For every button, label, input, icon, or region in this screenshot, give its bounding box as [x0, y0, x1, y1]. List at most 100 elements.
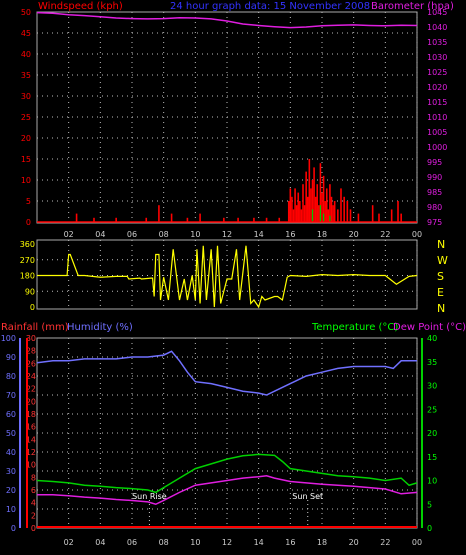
wind-direction-line [37, 245, 418, 309]
windspeed-label: Windspeed (kph) [38, 1, 123, 12]
rainfall-tick-label: 18 [26, 410, 36, 419]
rainfall-tick-label: 2 [31, 511, 36, 520]
windspeed-tick-label: 20 [21, 134, 31, 143]
barometer-line [36, 11, 418, 29]
rainfall-tick-label: 4 [31, 499, 36, 508]
barometer-tick-label: 1030 [427, 53, 447, 62]
x-tick-label: 20 [349, 538, 359, 547]
x-tick-label: 20 [349, 230, 359, 239]
windspeed-tick-label: 15 [21, 155, 31, 164]
sun-marker-label: Sun Rise [132, 492, 167, 501]
temperature-line [36, 453, 418, 494]
windspeed-tick-label: 50 [21, 8, 31, 17]
humidity-tick-label: 80 [6, 372, 16, 381]
humidity-line [36, 350, 417, 396]
windspeed-tick-label: 45 [21, 29, 31, 38]
x-tick-label: 06 [127, 230, 137, 239]
barometer-tick-label: 980 [427, 203, 442, 212]
humidity-tick-label: 20 [6, 486, 16, 495]
x-tick-label: 16 [285, 538, 295, 547]
barometer-tick-label: 1010 [427, 113, 447, 122]
windspeed-tick-label: 35 [21, 71, 31, 80]
direction-tick-label: 90 [25, 287, 35, 296]
windspeed-bars [75, 159, 402, 222]
rainfall-tick-label: 16 [26, 423, 36, 432]
direction-tick-label: 180 [20, 272, 35, 281]
direction-tick-label: 360 [20, 240, 35, 249]
x-tick-label: 08 [159, 230, 169, 239]
barometer-tick-label: 1045 [427, 8, 447, 17]
graph-title: 24 hour graph data: 15 November 2008 [170, 1, 370, 12]
rainfall-tick-label: 0 [31, 524, 36, 533]
barometer-tick-label: 1035 [427, 38, 447, 47]
temperature-tick-label: 5 [427, 500, 432, 509]
rainfall-tick-label: 8 [31, 473, 36, 482]
temperature-tick-label: 20 [427, 429, 437, 438]
rainfall-tick-label: 6 [31, 486, 36, 495]
windspeed-tick-label: 5 [26, 197, 31, 206]
humidity-tick-label: 100 [1, 334, 16, 343]
barometer-tick-label: 990 [427, 173, 442, 182]
barometer-tick-label: 985 [427, 188, 442, 197]
x-tick-label: 16 [285, 230, 295, 239]
barometer-tick-label: 975 [427, 218, 442, 227]
humidity-label: Humidity (%) [67, 322, 133, 333]
rainfall-tick-label: 26 [26, 359, 36, 368]
x-tick-label: 00 [412, 230, 422, 239]
compass-label: N [437, 302, 445, 315]
x-tick-label: 04 [95, 230, 105, 239]
temp-hum-xticks: 02 04 06 08 10 12 14 16 18 20 22 00 [64, 538, 423, 547]
direction-tick-label: 270 [20, 256, 35, 265]
humidity-tick-label: 60 [6, 410, 16, 419]
x-tick-label: 06 [127, 538, 137, 547]
humidity-tick-label: 90 [6, 353, 16, 362]
temperature-tick-label: 35 [427, 358, 437, 367]
x-tick-label: 14 [254, 230, 264, 239]
compass-label: W [437, 254, 448, 267]
x-tick-label: 22 [380, 538, 390, 547]
windspeed-tick-label: 40 [21, 50, 31, 59]
x-tick-label: 02 [64, 230, 74, 239]
rainfall-tick-label: 24 [26, 372, 36, 381]
barometer-ticks: 975 980 985 990 995 1000 1005 1010 1015 1020 1025 1… [427, 8, 447, 227]
barometer-label: Barometer (hpa) [371, 1, 454, 12]
barometer-tick-label: 1015 [427, 98, 447, 107]
x-tick-label: 04 [95, 538, 105, 547]
humidity-tick-label: 70 [6, 391, 16, 400]
dewpoint-label: Dew Point (°C) [393, 322, 466, 333]
wind-baro-xticks: 02 04 06 08 10 12 14 16 18 20 22 00 [64, 230, 423, 239]
temperature-tick-label: 30 [427, 382, 437, 391]
rainfall-tick-label: 10 [26, 461, 36, 470]
temperature-tick-label: 0 [427, 524, 432, 533]
windspeed-tick-label: 30 [21, 92, 31, 101]
barometer-tick-label: 1005 [427, 128, 447, 137]
temperature-tick-label: 40 [427, 334, 437, 343]
humidity-tick-label: 40 [6, 448, 16, 457]
rainfall-tick-label: 12 [26, 448, 36, 457]
x-tick-label: 18 [317, 230, 327, 239]
windspeed-tick-label: 25 [21, 113, 31, 122]
compass-label: N [437, 238, 445, 251]
rainfall-tick-label: 30 [26, 334, 36, 343]
x-tick-label: 10 [190, 538, 200, 547]
dewpoint-line [37, 474, 418, 506]
temperature-ticks: 0 5 10 15 20 25 30 35 40 [427, 334, 437, 533]
rainfall-axis-bar [26, 338, 28, 528]
humidity-tick-label: 10 [6, 505, 16, 514]
barometer-tick-label: 1040 [427, 23, 447, 32]
x-tick-label: 18 [317, 538, 327, 547]
x-tick-label: 12 [222, 538, 232, 547]
rainfall-label: Rainfall (mm) [1, 322, 69, 333]
rainfall-tick-label: 20 [26, 397, 36, 406]
humidity-ticks: 0 10 20 30 40 50 60 70 80 90 100 [1, 334, 16, 533]
barometer-tick-label: 1000 [427, 143, 447, 152]
temperature-tick-label: 10 [427, 477, 437, 486]
direction-ticks: 0 90 180 270 360 [20, 240, 35, 312]
rainfall-tick-label: 14 [26, 435, 36, 444]
barometer-tick-label: 995 [427, 158, 442, 167]
